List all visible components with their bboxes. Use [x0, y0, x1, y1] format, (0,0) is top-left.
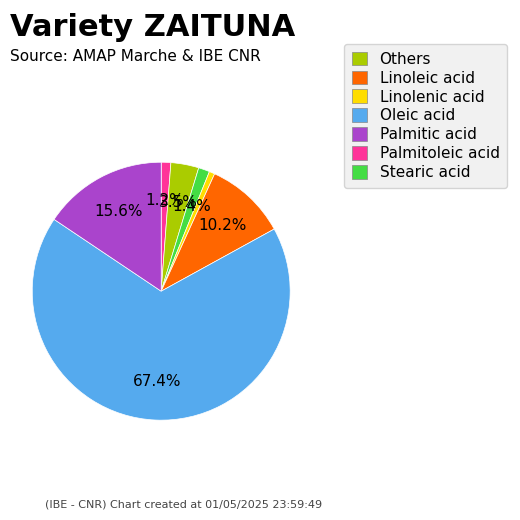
Text: 10.2%: 10.2%: [199, 217, 247, 232]
Text: 3.5%: 3.5%: [159, 195, 197, 210]
Wedge shape: [161, 174, 274, 291]
Wedge shape: [161, 163, 199, 291]
Text: 1.2%: 1.2%: [145, 193, 184, 209]
Text: Source: AMAP Marche & IBE CNR: Source: AMAP Marche & IBE CNR: [10, 49, 261, 64]
Text: 15.6%: 15.6%: [95, 204, 143, 219]
Wedge shape: [161, 172, 215, 291]
Wedge shape: [161, 168, 210, 291]
Legend: Others, Linoleic acid, Linolenic acid, Oleic acid, Palmitic acid, Palmitoleic ac: Others, Linoleic acid, Linolenic acid, O…: [344, 44, 507, 188]
Text: 1.4%: 1.4%: [172, 199, 211, 214]
Wedge shape: [32, 219, 290, 420]
Wedge shape: [161, 162, 171, 291]
Text: 67.4%: 67.4%: [133, 374, 181, 389]
Wedge shape: [54, 162, 161, 291]
Text: Variety ZAITUNA: Variety ZAITUNA: [10, 13, 296, 42]
Text: (IBE - CNR) Chart created at 01/05/2025 23:59:49: (IBE - CNR) Chart created at 01/05/2025 …: [45, 500, 322, 510]
